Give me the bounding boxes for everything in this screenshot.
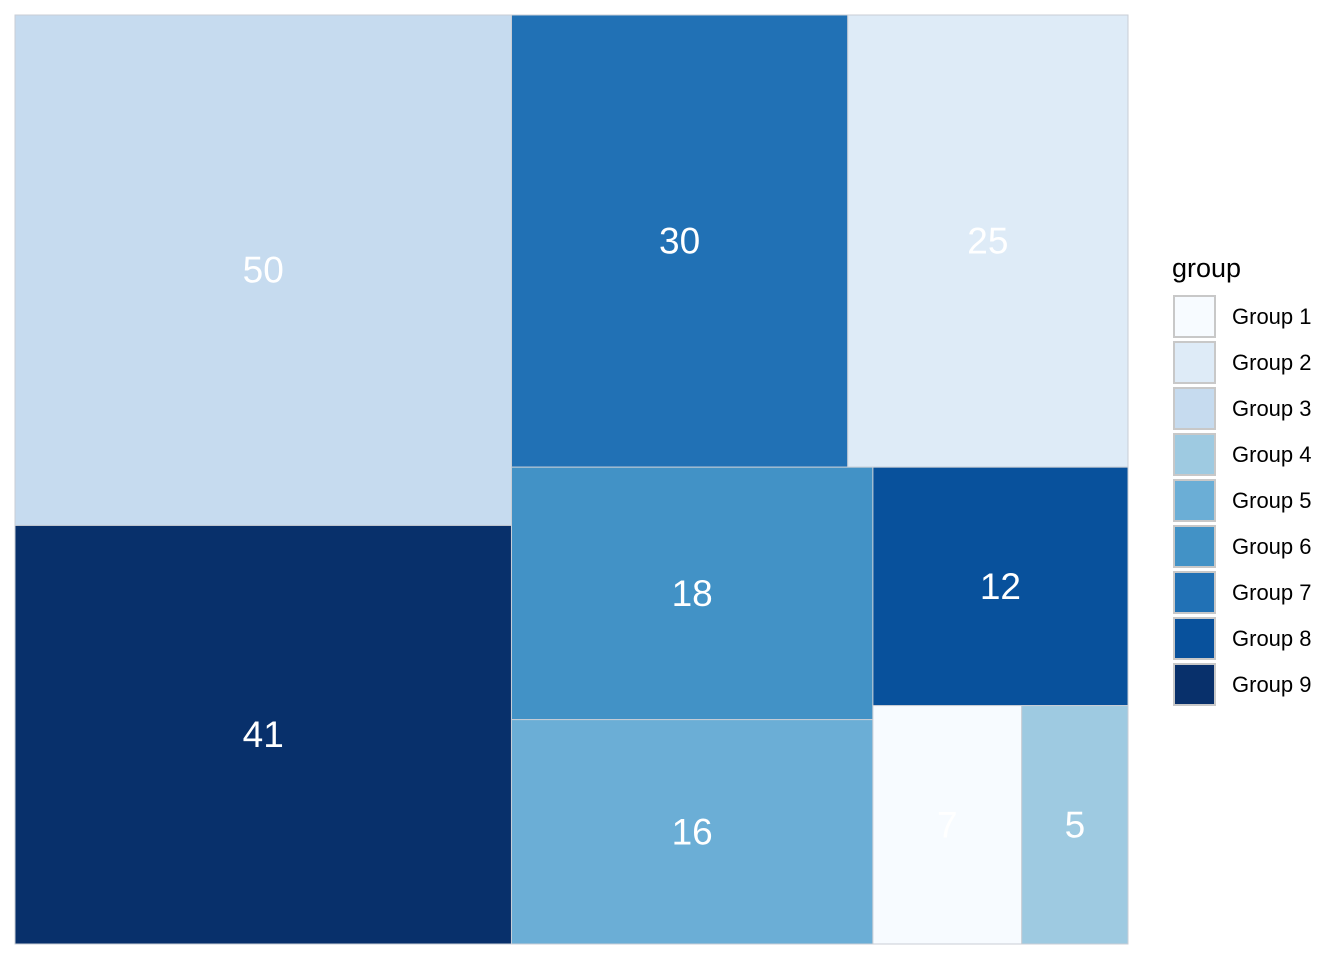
legend-key-group-7 <box>1173 571 1216 614</box>
legend-label-group-6: Group 6 <box>1232 534 1312 559</box>
tile-group-7 <box>510 14 849 468</box>
tile-group-1 <box>872 705 1023 945</box>
tile-label-group-2: 25 <box>967 221 1008 262</box>
legend-label-group-9: Group 9 <box>1232 672 1312 697</box>
legend-label-group-7: Group 7 <box>1232 580 1312 605</box>
legend-key-group-6 <box>1173 525 1216 568</box>
legend-key-group-1 <box>1173 295 1216 338</box>
tile-label-group-7: 30 <box>659 221 700 262</box>
legend-label-group-5: Group 5 <box>1232 488 1312 513</box>
tile-label-group-6: 18 <box>672 573 713 614</box>
tile-label-group-5: 16 <box>672 811 713 852</box>
tile-label-group-1: 7 <box>937 804 958 845</box>
legend-label-group-8: Group 8 <box>1232 626 1312 651</box>
tile-group-5 <box>510 719 874 945</box>
legend-label-group-2: Group 2 <box>1232 350 1312 375</box>
tile-label-group-3: 50 <box>243 250 284 291</box>
tile-group-3 <box>14 14 512 526</box>
legend-items: Group 1 Group 2 Group 3 Group 4 Group 5 Group… <box>1173 295 1312 706</box>
tile-label-group-9: 41 <box>243 714 284 755</box>
treemap-tiles: 50 41 30 25 18 16 12 7 5 <box>14 14 1129 945</box>
tile-label-group-8: 12 <box>980 566 1021 607</box>
legend-key-group-2 <box>1173 341 1216 384</box>
tile-group-6 <box>510 466 874 721</box>
tile-label-group-4: 5 <box>1065 804 1086 845</box>
legend-key-group-4 <box>1173 433 1216 476</box>
legend-key-group-3 <box>1173 387 1216 430</box>
legend-label-group-4: Group 4 <box>1232 442 1312 467</box>
tile-group-8 <box>872 466 1129 707</box>
legend-title: group <box>1172 253 1241 283</box>
legend-key-group-5 <box>1173 479 1216 522</box>
tile-group-4 <box>1021 705 1129 945</box>
legend-key-group-9 <box>1173 663 1216 706</box>
tile-group-2 <box>847 14 1129 468</box>
legend-label-group-3: Group 3 <box>1232 396 1312 421</box>
legend-key-group-8 <box>1173 617 1216 660</box>
tile-group-9 <box>14 524 512 945</box>
legend-label-group-1: Group 1 <box>1232 304 1312 329</box>
